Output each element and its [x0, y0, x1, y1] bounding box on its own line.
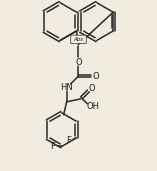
Text: F: F: [66, 135, 71, 144]
Text: OH: OH: [87, 102, 100, 111]
Text: O: O: [75, 58, 82, 67]
FancyBboxPatch shape: [71, 35, 86, 44]
Text: O: O: [88, 84, 95, 94]
Text: O: O: [92, 72, 99, 81]
Text: F: F: [50, 142, 55, 151]
Text: HN: HN: [60, 83, 73, 93]
Text: Abs: Abs: [73, 37, 84, 42]
